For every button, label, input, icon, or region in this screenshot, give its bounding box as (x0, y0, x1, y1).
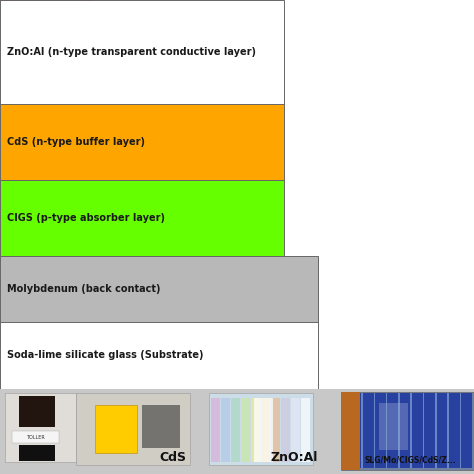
Bar (423, 393, 424, 468)
Bar (374, 393, 375, 468)
Bar (447, 393, 449, 468)
Bar (19, 445, 55, 461)
Bar (0, 104, 284, 180)
Bar (19, 396, 55, 427)
Bar (0, 256, 318, 322)
Bar (142, 405, 180, 448)
Bar (398, 393, 400, 468)
Text: SLG/Mo/CIGS/CdS/Z...: SLG/Mo/CIGS/CdS/Z... (364, 456, 456, 464)
Bar (341, 392, 474, 470)
Bar (211, 398, 220, 462)
Bar (386, 393, 387, 468)
Text: ZnO:Al (n-type transparent conductive layer): ZnO:Al (n-type transparent conductive la… (7, 47, 256, 57)
Text: CIGS (p-type absorber layer): CIGS (p-type absorber layer) (7, 213, 165, 223)
Bar (0, 322, 318, 389)
Bar (251, 398, 260, 462)
Bar (0, 180, 284, 256)
Bar (435, 393, 437, 468)
Bar (12, 431, 59, 443)
Bar (341, 392, 360, 470)
Text: TOLLER: TOLLER (26, 435, 45, 440)
Bar (209, 393, 313, 465)
Bar (301, 398, 310, 462)
Bar (254, 398, 273, 462)
Bar (5, 393, 76, 462)
Bar (231, 398, 240, 462)
Bar (379, 403, 408, 450)
Text: Molybdenum (back contact): Molybdenum (back contact) (7, 284, 161, 294)
Text: CdS (n-type buffer layer): CdS (n-type buffer layer) (7, 137, 145, 147)
Bar (261, 398, 270, 462)
Text: ZnO:Al: ZnO:Al (270, 451, 318, 464)
Bar (460, 393, 461, 468)
Bar (0, 0, 284, 104)
Bar (0, 389, 474, 474)
Bar (291, 398, 300, 462)
Bar (271, 398, 280, 462)
Bar (360, 393, 472, 468)
Text: Soda-lime silicate glass (Substrate): Soda-lime silicate glass (Substrate) (7, 350, 204, 361)
Text: CdS: CdS (160, 451, 186, 464)
Bar (410, 393, 412, 468)
Bar (76, 393, 190, 465)
Bar (241, 398, 250, 462)
Bar (95, 405, 137, 453)
Bar (281, 398, 290, 462)
Bar (221, 398, 230, 462)
Bar (361, 393, 363, 468)
